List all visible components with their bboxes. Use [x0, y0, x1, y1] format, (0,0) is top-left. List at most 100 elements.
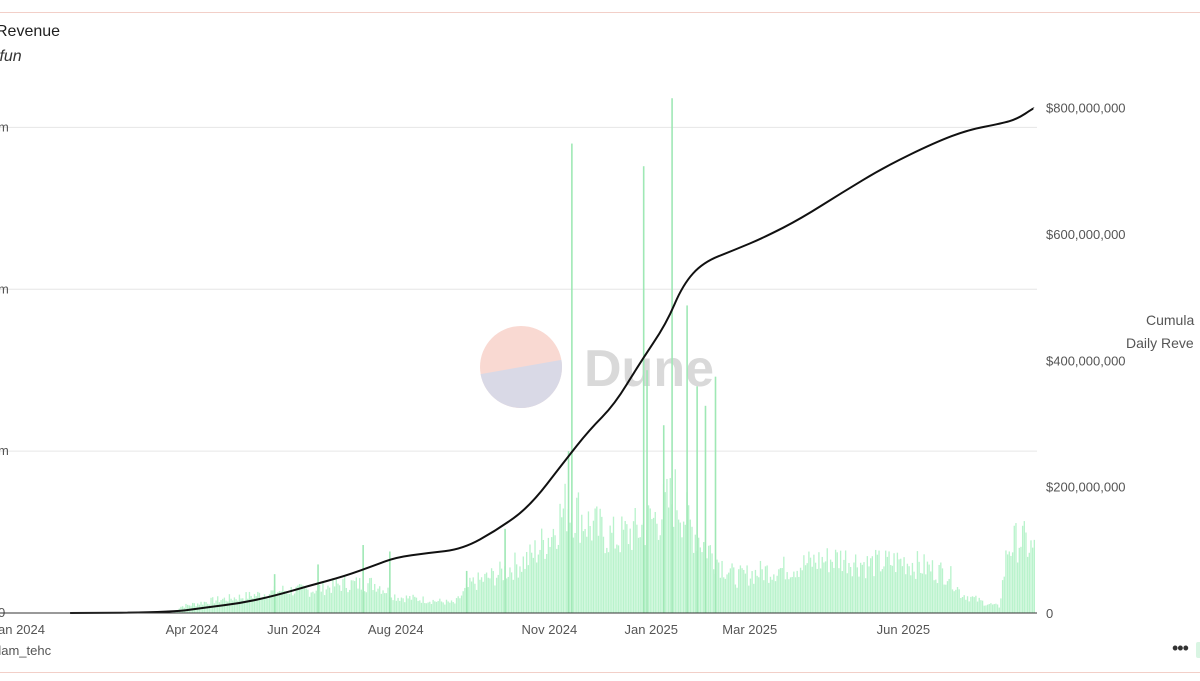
- daily-revenue-bar: [232, 600, 234, 613]
- daily-revenue-bar: [181, 606, 184, 613]
- daily-revenue-bar: [352, 580, 354, 613]
- daily-revenue-bar: [439, 598, 441, 613]
- daily-revenue-bar: [233, 597, 236, 613]
- daily-revenue-bar: [617, 545, 620, 613]
- daily-revenue-bar: [946, 581, 949, 613]
- daily-revenue-bar: [910, 575, 912, 613]
- daily-revenue-bar: [547, 537, 550, 613]
- daily-revenue-bar: [452, 602, 454, 613]
- daily-revenue-bar: [283, 591, 286, 613]
- daily-revenue-spike: [662, 425, 665, 613]
- daily-revenue-bar: [532, 557, 535, 613]
- x-tick-label: Mar 2025: [722, 622, 777, 637]
- daily-revenue-bar: [455, 598, 458, 613]
- daily-revenue-bar: [370, 577, 373, 613]
- chart-title: Revenue: [0, 23, 61, 40]
- daily-revenue-bar: [397, 597, 399, 613]
- daily-revenue-bar: [1000, 598, 1002, 613]
- daily-revenue-bar: [773, 574, 775, 613]
- daily-revenue-bar: [843, 559, 845, 613]
- daily-revenue-bar: [442, 602, 444, 613]
- ellipsis-icon[interactable]: •••: [1172, 638, 1189, 658]
- daily-revenue-bar: [520, 571, 523, 613]
- daily-revenue-bar: [811, 566, 813, 613]
- daily-revenue-bar: [826, 548, 828, 613]
- daily-revenue-bar: [500, 568, 503, 613]
- daily-revenue-bar: [866, 556, 869, 613]
- daily-revenue-bar: [298, 583, 301, 613]
- daily-revenue-bar: [682, 521, 685, 613]
- daily-revenue-bar: [915, 578, 917, 613]
- daily-revenue-bar: [721, 560, 723, 613]
- daily-revenue-bar: [743, 569, 745, 613]
- daily-revenue-bar: [1013, 525, 1015, 613]
- frame-bottom-border: [0, 672, 1200, 673]
- daily-revenue-bar: [586, 536, 588, 613]
- daily-revenue-bar: [454, 603, 456, 613]
- daily-revenue-bar: [911, 562, 914, 613]
- daily-revenue-bar: [769, 576, 772, 613]
- daily-revenue-bar: [237, 600, 239, 613]
- daily-revenue-bar: [983, 605, 985, 613]
- daily-revenue-bar: [328, 587, 331, 613]
- daily-revenue-bar: [956, 587, 959, 613]
- daily-revenue-bar: [664, 492, 666, 613]
- daily-revenue-bar: [335, 579, 337, 613]
- daily-revenue-bar: [601, 516, 603, 613]
- daily-revenue-bar: [357, 588, 359, 613]
- author-label[interactable]: dam_tehc: [0, 643, 52, 658]
- daily-revenue-bar: [554, 535, 556, 613]
- daily-revenue-bar: [457, 596, 459, 613]
- daily-revenue-bar: [185, 603, 187, 613]
- daily-revenue-bar: [313, 593, 316, 613]
- daily-revenue-bar: [890, 564, 892, 613]
- x-tick-label: Jan 2025: [624, 622, 678, 637]
- daily-revenue-bar: [728, 572, 730, 613]
- daily-revenue-bar: [484, 573, 486, 613]
- daily-revenue-bar: [278, 591, 281, 613]
- daily-revenue-bar: [517, 577, 519, 613]
- daily-revenue-bar: [738, 569, 740, 613]
- daily-revenue-bar: [980, 600, 982, 613]
- daily-revenue-bar: [340, 590, 342, 613]
- daily-revenue-bar: [360, 589, 363, 613]
- daily-revenue-bar: [896, 552, 899, 613]
- daily-revenue-bar: [691, 526, 693, 613]
- daily-revenue-bar: [766, 565, 768, 613]
- daily-revenue-bar: [243, 600, 246, 613]
- daily-revenue-bar: [676, 510, 678, 613]
- daily-revenue-bar: [297, 585, 299, 613]
- daily-revenue-bar: [367, 583, 369, 613]
- daily-revenue-bar: [440, 601, 443, 613]
- daily-revenue-bar: [986, 604, 989, 613]
- daily-revenue-bar: [906, 563, 909, 613]
- left-tick-label: m: [0, 443, 9, 458]
- daily-revenue-bar: [192, 602, 194, 613]
- daily-revenue-bar: [272, 590, 274, 613]
- daily-revenue-bar: [703, 542, 705, 613]
- daily-revenue-bar: [839, 550, 842, 613]
- daily-revenue-bar: [1018, 547, 1020, 613]
- daily-revenue-bar: [512, 579, 514, 613]
- daily-revenue-bar: [355, 577, 357, 613]
- daily-revenue-bar: [400, 597, 403, 613]
- daily-revenue-bar: [1001, 580, 1004, 613]
- daily-revenue-spike: [704, 405, 707, 613]
- daily-revenue-bar: [853, 562, 855, 613]
- daily-revenue-bar: [449, 602, 451, 613]
- daily-revenue-bar: [851, 576, 853, 613]
- daily-revenue-bar: [514, 552, 516, 613]
- daily-revenue-bar: [783, 556, 785, 613]
- daily-revenue-bar: [345, 587, 347, 613]
- daily-revenue-bar: [420, 602, 423, 613]
- daily-revenue-bar: [524, 568, 526, 613]
- daily-revenue-bar: [677, 519, 680, 613]
- daily-revenue-bar: [327, 585, 329, 613]
- daily-revenue-spike: [504, 528, 506, 613]
- daily-revenue-bar: [599, 508, 601, 613]
- daily-revenue-bar: [893, 553, 895, 613]
- daily-revenue-bar: [627, 544, 630, 613]
- daily-revenue-bar: [290, 587, 292, 613]
- daily-revenue-bar: [597, 535, 600, 613]
